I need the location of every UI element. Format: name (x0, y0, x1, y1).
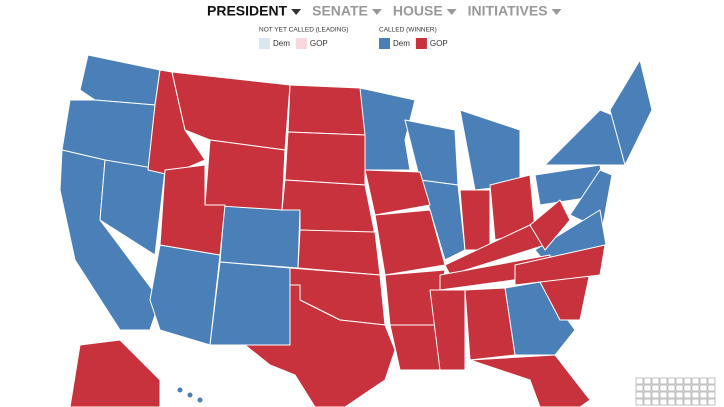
state (429, 289, 466, 371)
legend-swatch (295, 38, 307, 49)
grid-cell (651, 398, 660, 406)
grid-cell (659, 377, 668, 385)
grid-cell (667, 391, 676, 399)
grid-cell (675, 384, 684, 392)
grid-cell (707, 391, 716, 399)
grid-cell (699, 377, 708, 385)
state (284, 131, 366, 186)
grid-cell (635, 377, 644, 385)
grid-cell (707, 377, 716, 385)
state (159, 164, 226, 256)
grid-cell (691, 391, 700, 399)
grid-cell (675, 377, 684, 385)
grid-cell (683, 384, 692, 392)
grid-cell (643, 398, 652, 406)
grid-cell (659, 391, 668, 399)
state (209, 261, 291, 346)
legend-label: Dem (273, 39, 290, 48)
state (514, 244, 606, 286)
legend-label: Dem (393, 39, 410, 48)
state (244, 284, 396, 407)
legend-label: GOP (430, 39, 448, 48)
state (99, 159, 166, 256)
grid-cell (659, 398, 668, 406)
tab[interactable]: HOUSE (393, 3, 443, 19)
tab-caret (446, 9, 457, 15)
grid-cell (675, 398, 684, 406)
grid-cell (675, 391, 684, 399)
grid-cell (651, 391, 660, 399)
grid-cell (707, 384, 716, 392)
state (464, 287, 516, 361)
grid-cell (691, 377, 700, 385)
grid-cell (635, 398, 644, 406)
state (69, 339, 161, 407)
tab[interactable]: INITIATIVES (468, 3, 548, 19)
tab-caret (551, 9, 562, 15)
grid-cell (667, 377, 676, 385)
state (79, 54, 161, 106)
state (297, 229, 381, 276)
grid-cell (643, 391, 652, 399)
legend-title: NOT YET CALLED (LEADING) (259, 27, 349, 34)
state (459, 189, 491, 251)
legend-swatch (415, 38, 427, 49)
grid-cell (691, 384, 700, 392)
state (364, 169, 431, 216)
grid-cell (651, 384, 660, 392)
grid-cell (643, 384, 652, 392)
grid-cell (667, 384, 676, 392)
tab[interactable]: PRESIDENT (207, 3, 288, 19)
grid-cell (651, 377, 660, 385)
tab-caret (371, 9, 382, 15)
grid-cell (707, 398, 716, 406)
island (197, 397, 203, 403)
state (204, 139, 286, 211)
grid-cell (699, 384, 708, 392)
state (459, 109, 521, 191)
legend-swatch (379, 38, 390, 49)
grid-cell (683, 377, 692, 385)
grid-cell (635, 384, 644, 392)
state (149, 244, 221, 346)
grid-cell (691, 398, 700, 406)
tab-caret (291, 9, 302, 15)
island (187, 392, 193, 398)
state (287, 84, 366, 136)
grid-cell (699, 391, 708, 399)
legend-label: GOP (310, 39, 328, 48)
legend-swatch (259, 38, 270, 49)
grid-cell (659, 384, 668, 392)
island (177, 387, 183, 393)
grid-cell (635, 391, 644, 399)
grid-cell (699, 398, 708, 406)
state (609, 59, 653, 166)
legend-title: CALLED (WINNER) (379, 27, 437, 34)
grid-cell (683, 391, 692, 399)
grid-cell (643, 377, 652, 385)
grid-cell (683, 398, 692, 406)
tab[interactable]: SENATE (312, 3, 368, 19)
state (529, 199, 571, 251)
grid-cell (667, 398, 676, 406)
state (469, 354, 591, 407)
